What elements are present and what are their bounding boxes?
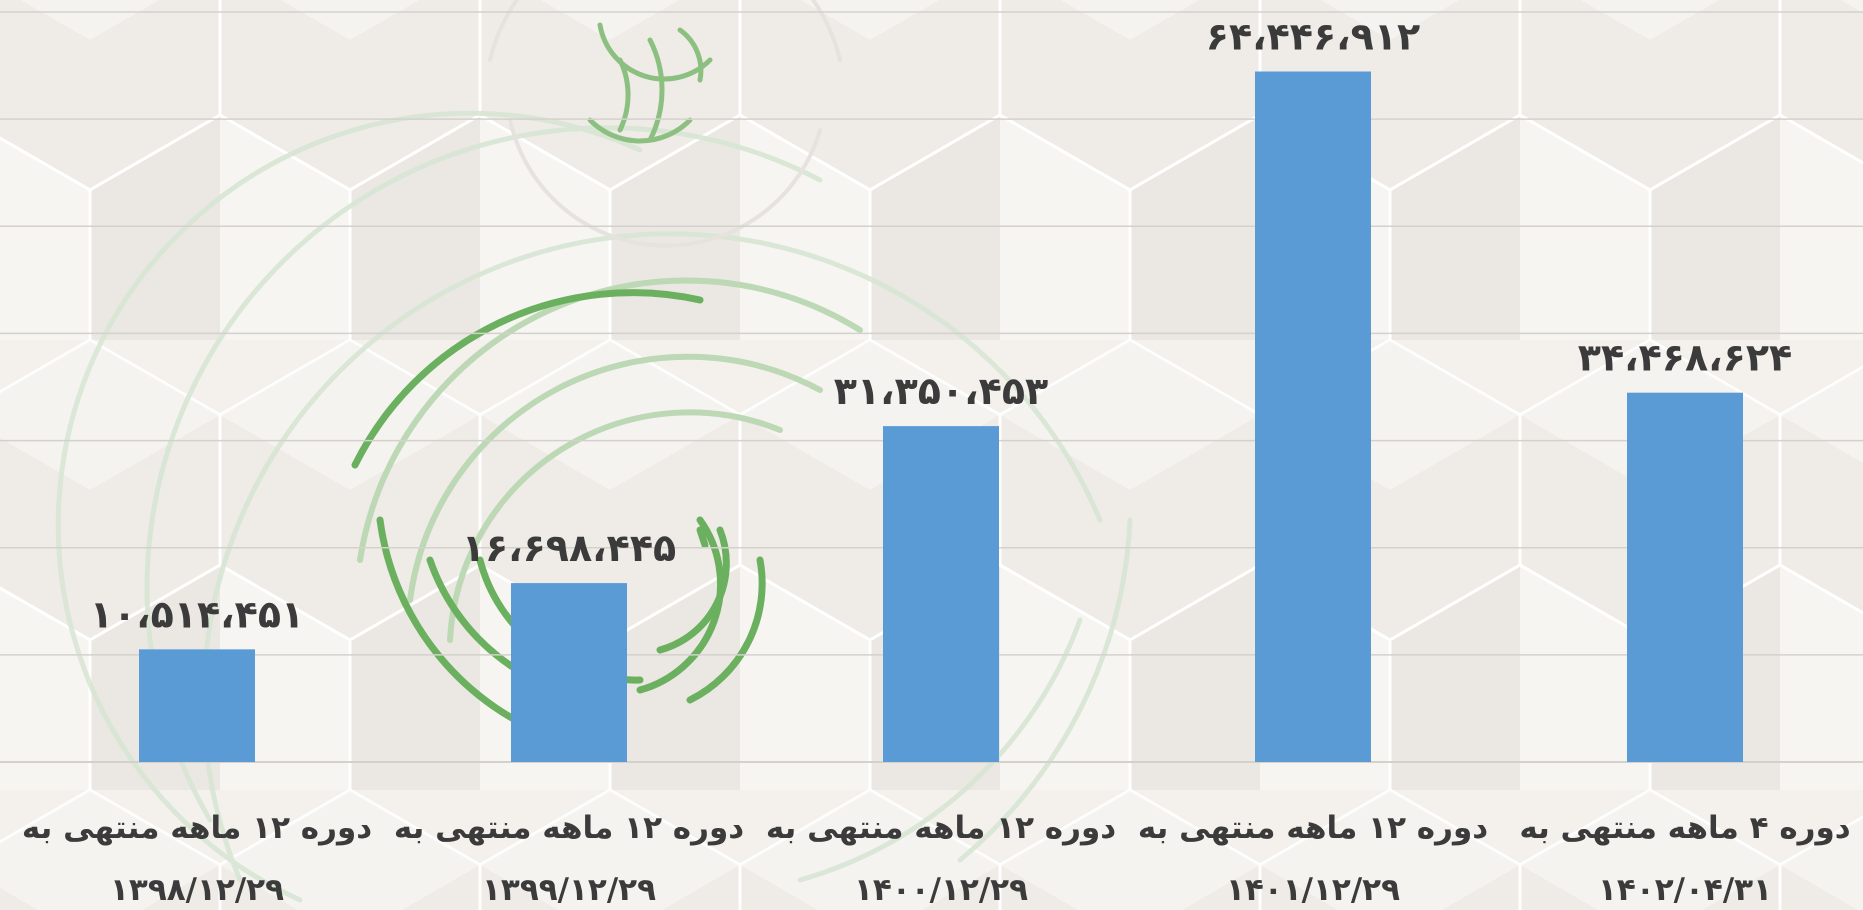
value-label-4: ۶۴،۴۴۶،۹۱۲	[1206, 14, 1420, 58]
category-label-2-line-1: دوره ۱۲ ماهه منتهی به	[394, 810, 744, 846]
category-label-5-line-2: ۱۴۰۲/۰۴/۳۱	[1598, 872, 1772, 908]
category-label-4-line-1: دوره ۱۲ ماهه منتهی به	[1138, 810, 1488, 846]
value-label-1: ۱۰،۵۱۴،۴۵۱	[90, 592, 304, 636]
value-labels: ۱۰،۵۱۴،۴۵۱ ۱۶،۶۹۸،۴۴۵ ۳۱،۳۵۰،۴۵۳ ۶۴،۴۴۶،۹۱۲…	[90, 14, 1792, 636]
bar-5	[1627, 392, 1743, 762]
value-label-2: ۱۶،۶۹۸،۴۴۵	[462, 526, 676, 570]
category-label-3-line-1: دوره ۱۲ ماهه منتهی به	[766, 810, 1116, 846]
bars	[139, 71, 1743, 762]
category-label-5-line-1: دوره ۴ ماهه منتهی به	[1519, 810, 1850, 846]
bar-3	[883, 426, 999, 762]
value-label-3: ۳۱،۳۵۰،۴۵۳	[834, 369, 1048, 413]
bar-1	[139, 649, 255, 762]
value-label-5: ۳۴،۴۶۸،۶۲۴	[1578, 336, 1792, 380]
category-labels: دوره ۱۲ ماهه منتهی به ۱۳۹۸/۱۲/۲۹ دوره ۱۲ م…	[22, 810, 1851, 908]
category-label-2-line-2: ۱۳۹۹/۱۲/۲۹	[482, 872, 656, 908]
category-label-1-line-1: دوره ۱۲ ماهه منتهی به	[22, 810, 372, 846]
bar-4	[1255, 71, 1371, 762]
bar-2	[511, 583, 627, 762]
category-label-3-line-2: ۱۴۰۰/۱۲/۲۹	[854, 872, 1028, 908]
category-label-4-line-2: ۱۴۰۱/۱۲/۲۹	[1226, 872, 1400, 908]
category-label-1-line-2: ۱۳۹۸/۱۲/۲۹	[110, 872, 284, 908]
